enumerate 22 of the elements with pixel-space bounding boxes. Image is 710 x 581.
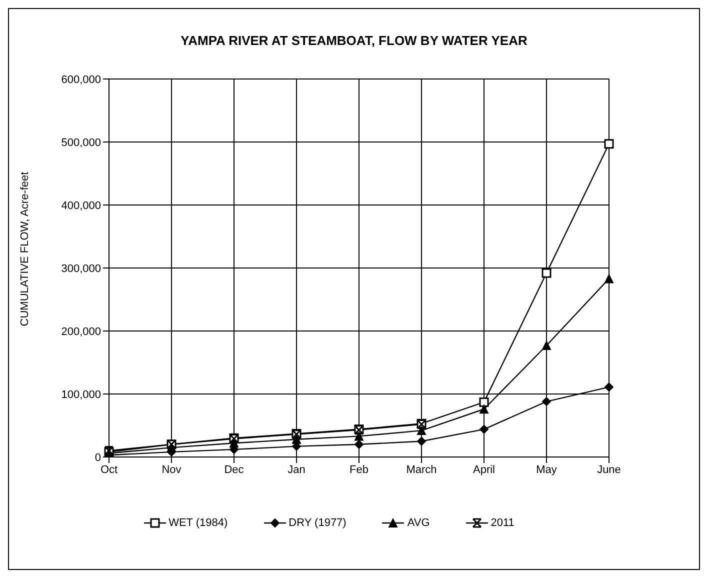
legend-label: DRY (1977)	[288, 517, 346, 529]
y-tick-label: 200,000	[61, 326, 101, 338]
y-tick-label: 0	[94, 452, 101, 464]
y-tick-label: 400,000	[61, 200, 101, 212]
x-tick-label: Jan	[288, 464, 306, 476]
y-tick-label: 600,000	[61, 74, 101, 86]
y-axis-title: CUMULATIVE FLOW, Acre-feet	[19, 172, 31, 326]
legend-label: AVG	[407, 517, 430, 529]
x-tick-label: June	[597, 464, 621, 476]
x-tick-label: Dec	[224, 464, 244, 476]
x-tick-label: May	[536, 464, 558, 476]
y-tick-label: 500,000	[61, 136, 101, 149]
chart-title: YAMPA RIVER AT STEAMBOAT, FLOW BY WATER YEAR	[180, 33, 528, 48]
y-tick-label: 100,000	[61, 388, 101, 401]
x-tick-label: April	[472, 464, 496, 476]
x-tick-label: Nov	[162, 464, 182, 476]
x-tick-label: March	[406, 464, 437, 476]
y-tick-label: 300,000	[61, 262, 101, 275]
legend-label: WET (1984)	[168, 517, 228, 529]
legend-label: 2011	[490, 517, 514, 529]
x-tick-label: Feb	[350, 464, 368, 476]
x-tick-label: Oct	[100, 464, 118, 476]
